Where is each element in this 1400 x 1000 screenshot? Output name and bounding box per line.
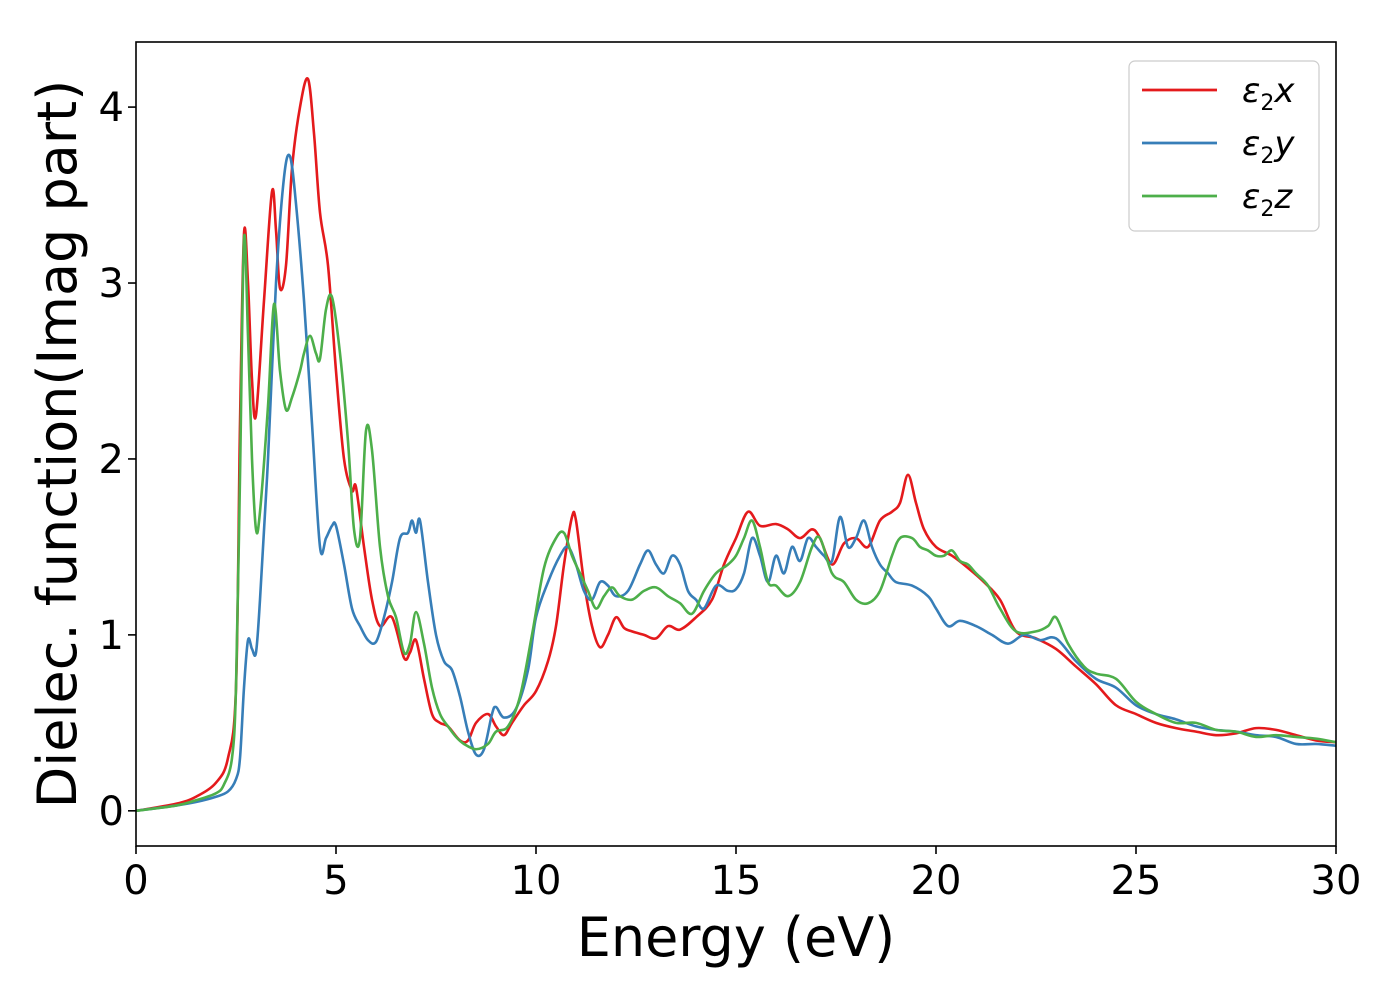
y-tick-label: 0	[99, 789, 124, 835]
x-axis: 0 5 10 15 20 25 30	[123, 846, 1361, 904]
x-tick-label: 20	[911, 858, 962, 904]
y-tick-label: 2	[99, 437, 124, 483]
legend-box	[1128, 60, 1320, 232]
y-axis-title: Dielec. function(Imag part)	[26, 80, 89, 809]
legend-label-x: ε2x	[1242, 71, 1295, 116]
x-tick-label: 25	[1111, 858, 1162, 904]
series-layer	[136, 76, 1336, 813]
x-tick-label: 15	[711, 858, 762, 904]
x-axis-title: Energy (eV)	[577, 906, 896, 969]
legend-label-y: ε2y	[1242, 124, 1295, 169]
legend-label-z: ε2z	[1242, 177, 1293, 222]
y-tick-label: 1	[99, 613, 124, 659]
y-tick-label: 3	[99, 261, 124, 307]
y-tick-label: 4	[99, 85, 124, 131]
x-tick-label: 30	[1311, 858, 1362, 904]
legend: ε2x ε2y ε2z	[1128, 60, 1320, 232]
x-tick-label: 5	[323, 858, 348, 904]
series-line-z	[136, 234, 1336, 813]
x-tick-label: 10	[511, 858, 562, 904]
y-axis: 0 1 2 3 4	[99, 85, 136, 835]
x-tick-label: 0	[123, 858, 148, 904]
series-line-y	[136, 153, 1336, 813]
